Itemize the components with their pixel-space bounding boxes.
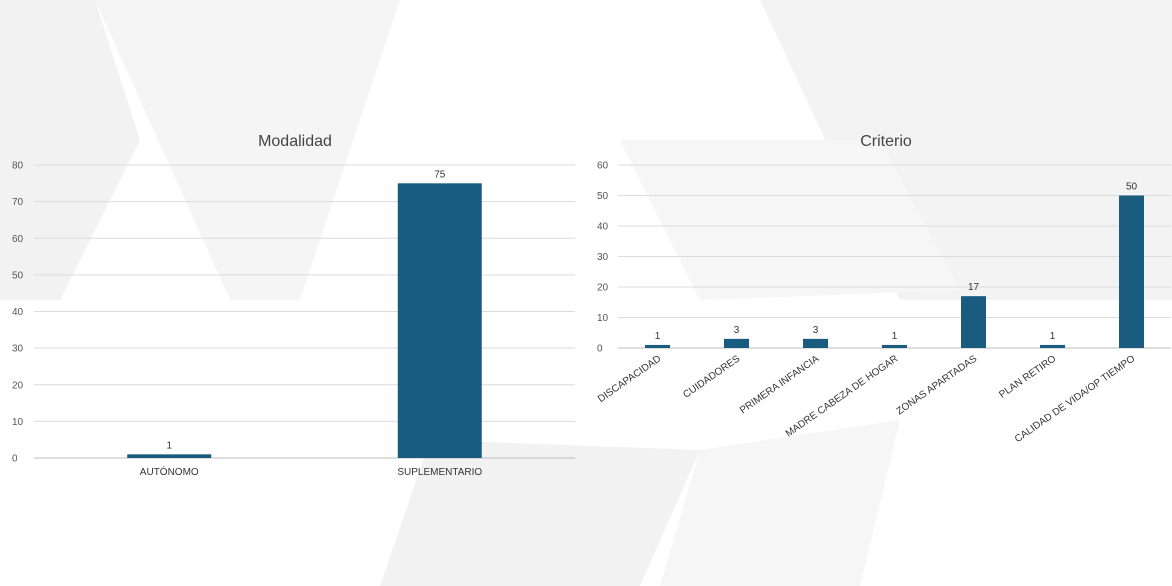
data-label: 1 — [892, 331, 898, 342]
data-label: 50 — [1126, 182, 1138, 193]
modalidad-x-axis: AUTÓNOMO SUPLEMENTARIO — [140, 465, 483, 478]
x-category-label: ZONAS APARTADAS — [895, 353, 980, 417]
data-label: 1 — [1050, 331, 1056, 342]
bar — [961, 296, 986, 348]
data-label: 3 — [734, 325, 740, 336]
modalidad-y-axis: 0 10 20 30 40 50 60 70 80 — [12, 161, 24, 465]
y-tick-label: 10 — [597, 313, 609, 324]
y-tick-label: 30 — [597, 252, 609, 263]
criterio-chart: Criterio 0 10 20 30 40 50 60 1 3 3 1 17 1 50 DISCAPA… — [596, 133, 1171, 445]
modalidad-gridlines — [34, 164, 575, 459]
x-category-label: PRIMERA INFANCIA — [738, 353, 822, 416]
data-label: 1 — [166, 440, 172, 451]
y-tick-label: 30 — [12, 344, 24, 355]
criterio-bars — [645, 195, 1144, 348]
y-tick-label: 80 — [12, 161, 24, 172]
modalidad-chart: Modalidad 0 10 20 30 40 50 60 70 80 1 75 AUTÓNOMO… — [12, 133, 575, 478]
modalidad-bars — [127, 183, 482, 458]
modalidad-chart-title: Modalidad — [258, 133, 332, 150]
y-tick-label: 0 — [12, 454, 18, 465]
criterio-data-labels: 1 3 3 1 17 1 50 — [655, 182, 1138, 342]
criterio-chart-title: Criterio — [860, 133, 912, 150]
y-tick-label: 20 — [12, 380, 24, 391]
x-category-label: AUTÓNOMO — [140, 465, 199, 478]
data-label: 75 — [434, 169, 446, 180]
bar — [645, 344, 670, 348]
bar — [1119, 195, 1144, 348]
y-tick-label: 60 — [597, 161, 609, 172]
bar — [882, 344, 907, 348]
bar — [803, 338, 828, 348]
x-category-label: SUPLEMENTARIO — [397, 467, 482, 478]
modalidad-data-labels: 1 75 — [166, 169, 445, 451]
bar — [724, 338, 749, 348]
x-category-label: DISCAPACIDAD — [596, 353, 663, 405]
data-label: 3 — [813, 325, 819, 336]
bar — [1040, 344, 1065, 348]
y-tick-label: 0 — [597, 344, 603, 355]
data-label: 17 — [968, 282, 980, 293]
x-category-label: CUIDADORES — [681, 353, 742, 400]
bar — [127, 454, 212, 458]
y-tick-label: 10 — [12, 417, 24, 428]
y-tick-label: 40 — [597, 222, 609, 233]
criterio-y-axis: 0 10 20 30 40 50 60 — [597, 161, 609, 355]
y-tick-label: 70 — [12, 197, 24, 208]
y-tick-label: 50 — [12, 270, 24, 281]
bar — [397, 183, 482, 458]
data-label: 1 — [655, 331, 661, 342]
y-tick-label: 60 — [12, 234, 24, 245]
y-tick-label: 50 — [597, 191, 609, 202]
y-tick-label: 40 — [12, 307, 24, 318]
criterio-gridlines — [618, 164, 1171, 349]
y-tick-label: 20 — [597, 283, 609, 294]
x-category-label: PLAN RETIRO — [997, 353, 1058, 400]
